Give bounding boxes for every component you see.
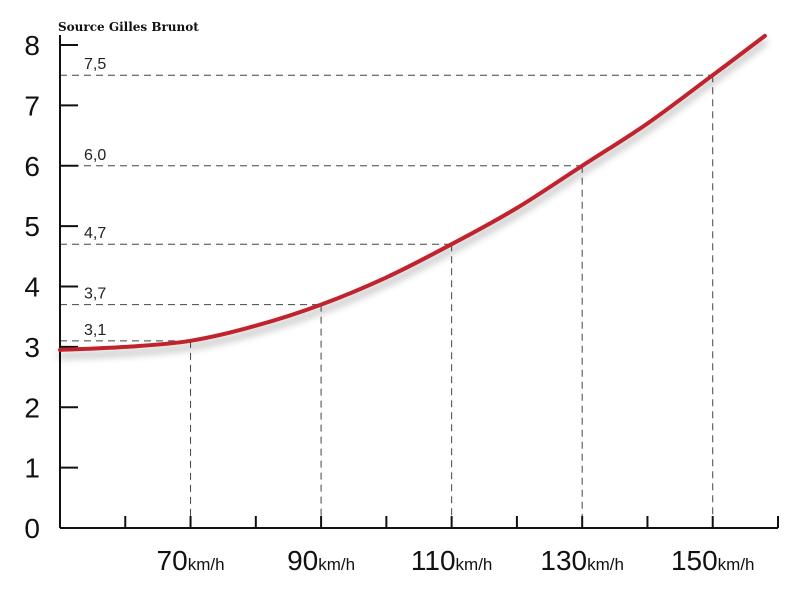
x-axis-ticks: 70km/h 90km/h 110km/h 130km/h 150km/h (124, 516, 779, 576)
y-tick-label: 6 (24, 151, 40, 182)
data-label: 7,5 (84, 56, 106, 73)
data-label: 3,1 (84, 322, 106, 339)
y-axis-ticks: 0 1 2 3 4 5 6 7 8 (24, 30, 78, 544)
axes (59, 35, 778, 529)
x-tick-label: 70km/h (157, 545, 225, 576)
x-tick-label: 90km/h (287, 545, 355, 576)
consumption-curve (58, 33, 767, 352)
guide-lines (60, 74, 714, 528)
y-tick-label: 2 (24, 392, 40, 423)
data-label: 3,7 (84, 286, 106, 303)
y-tick-label: 8 (24, 30, 40, 61)
y-tick-label: 5 (24, 211, 40, 242)
data-labels: 3,1 3,7 4,7 6,0 7,5 (84, 56, 106, 339)
x-tick-label: 150km/h (671, 545, 755, 576)
source-note: Source Gilles Brunot (58, 20, 199, 34)
x-tick-label: 110km/h (411, 545, 492, 576)
data-label: 4,7 (84, 225, 106, 242)
y-tick-label: 0 (24, 513, 40, 544)
x-tick-label: 130km/h (540, 545, 624, 576)
y-tick-label: 1 (24, 453, 40, 484)
series-group (58, 33, 767, 352)
y-tick-label: 4 (24, 272, 40, 303)
y-tick-label: 3 (24, 332, 40, 363)
data-label: 6,0 (84, 147, 106, 164)
y-tick-label: 7 (24, 90, 40, 121)
